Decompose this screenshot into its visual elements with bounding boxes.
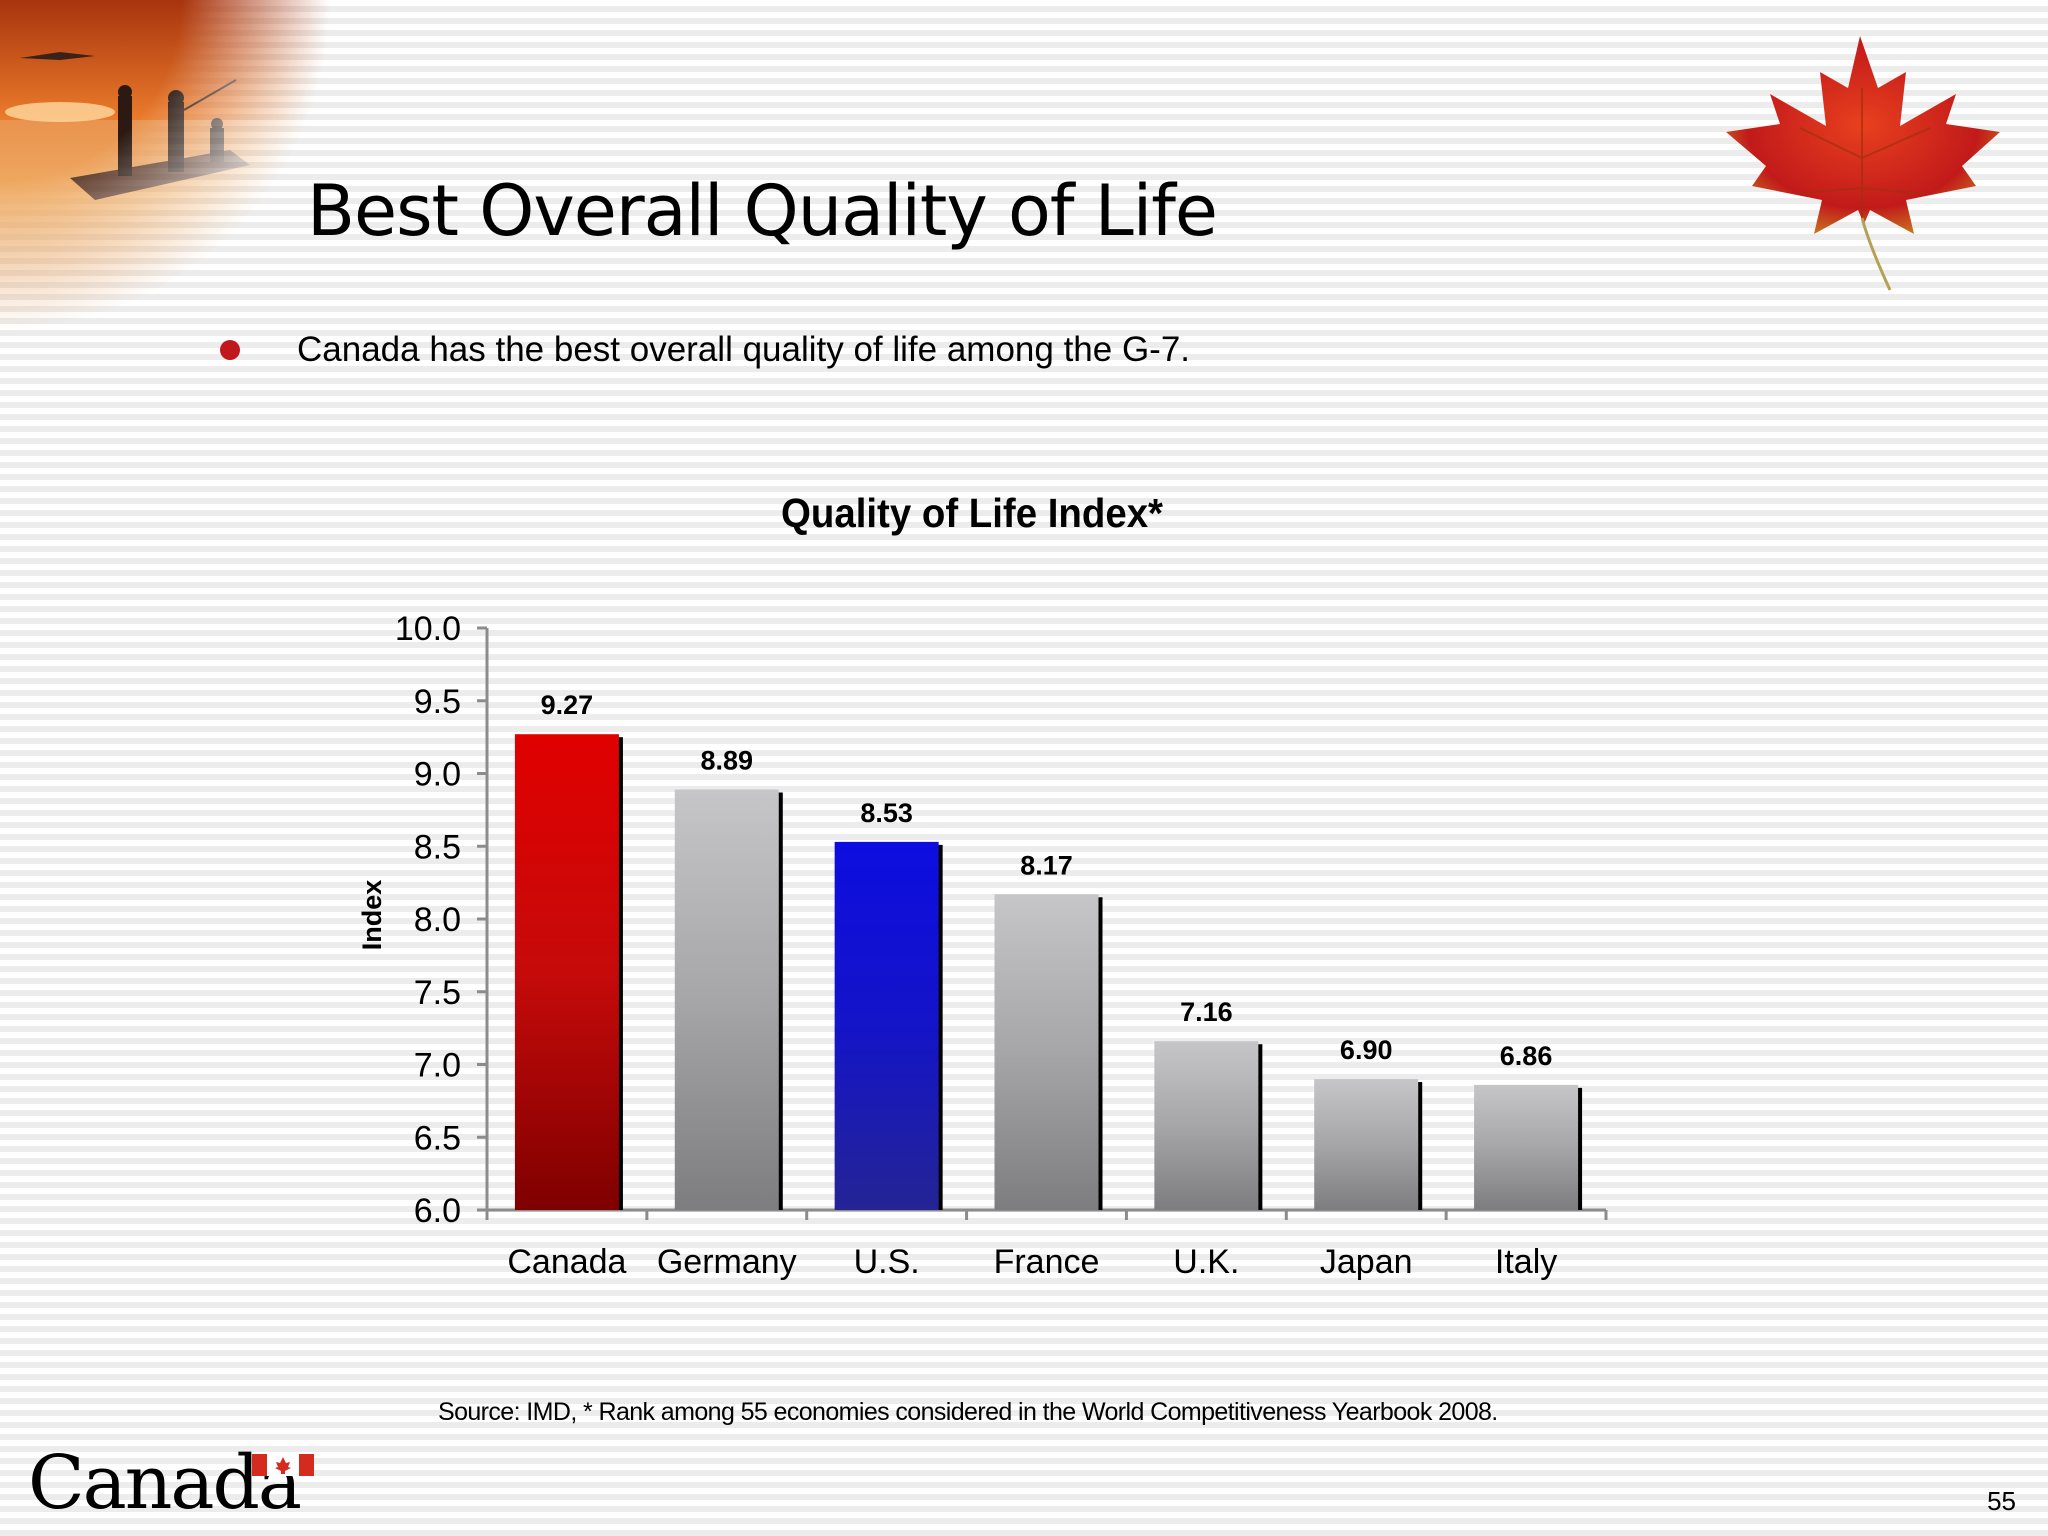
bar-germany (674, 789, 779, 1210)
bar-value-label: 8.53 (860, 798, 913, 828)
lake-dock-photo (0, 0, 330, 330)
bar-value-label: 8.17 (1020, 850, 1073, 880)
bullet-text: Canada has the best overall quality of l… (297, 330, 1191, 369)
bullet-point: Canada has the best overall quality of l… (220, 325, 1190, 375)
bar-japan (1314, 1079, 1419, 1210)
chart-bars: 9.27 Canada 8.89 Germany 8.53 U.S. 8.17 France 7… (507, 690, 1583, 1281)
y-tick-label: 8.0 (414, 901, 461, 939)
bar-value-label: 9.27 (541, 690, 594, 720)
x-category-label: Germany (657, 1243, 797, 1281)
bar-canada (514, 734, 619, 1210)
bar-value-label: 7.16 (1180, 997, 1233, 1027)
bar-italy (1474, 1084, 1579, 1210)
x-category-label: Japan (1320, 1243, 1413, 1281)
canada-flag-icon (252, 1454, 314, 1476)
y-tick-label: 7.0 (414, 1047, 461, 1085)
y-tick-label: 10.0 (395, 610, 461, 648)
x-category-label: U.S. (854, 1243, 920, 1281)
slide-title: Best Overall Quality of Life (307, 170, 1218, 252)
y-tick-label: 6.5 (414, 1119, 461, 1157)
bullet-dot-icon (220, 340, 240, 360)
bar-uk (1154, 1041, 1259, 1210)
canada-wordmark: Canada (28, 1440, 314, 1520)
chart-title: Quality of Life Index* (781, 490, 1163, 536)
y-tick-label: 8.5 (414, 828, 461, 866)
bar-us (834, 841, 939, 1210)
y-tick-label: 6.0 (414, 1192, 461, 1230)
y-axis-label: Index (357, 880, 387, 951)
y-tick-label: 7.5 (414, 974, 461, 1012)
chart-axes: 6.0 6.5 7.0 7.5 8.0 8.5 9.0 9.5 10.0 (395, 610, 1608, 1230)
x-category-label: Canada (507, 1243, 626, 1281)
bar-france (994, 894, 1099, 1210)
bar-value-label: 6.86 (1500, 1041, 1553, 1071)
x-category-label: Italy (1495, 1243, 1557, 1281)
page-number: 55 (1987, 1486, 2016, 1516)
bar-value-label: 8.89 (701, 746, 754, 776)
source-note: Source: IMD, * Rank among 55 economies c… (438, 1398, 1498, 1426)
bar-value-label: 6.90 (1340, 1035, 1393, 1065)
y-tick-label: 9.5 (414, 683, 461, 721)
x-category-label: U.K. (1173, 1243, 1239, 1281)
maple-leaf-icon (1726, 36, 2000, 291)
y-tick-label: 9.0 (414, 756, 461, 794)
x-category-label: France (994, 1243, 1100, 1281)
